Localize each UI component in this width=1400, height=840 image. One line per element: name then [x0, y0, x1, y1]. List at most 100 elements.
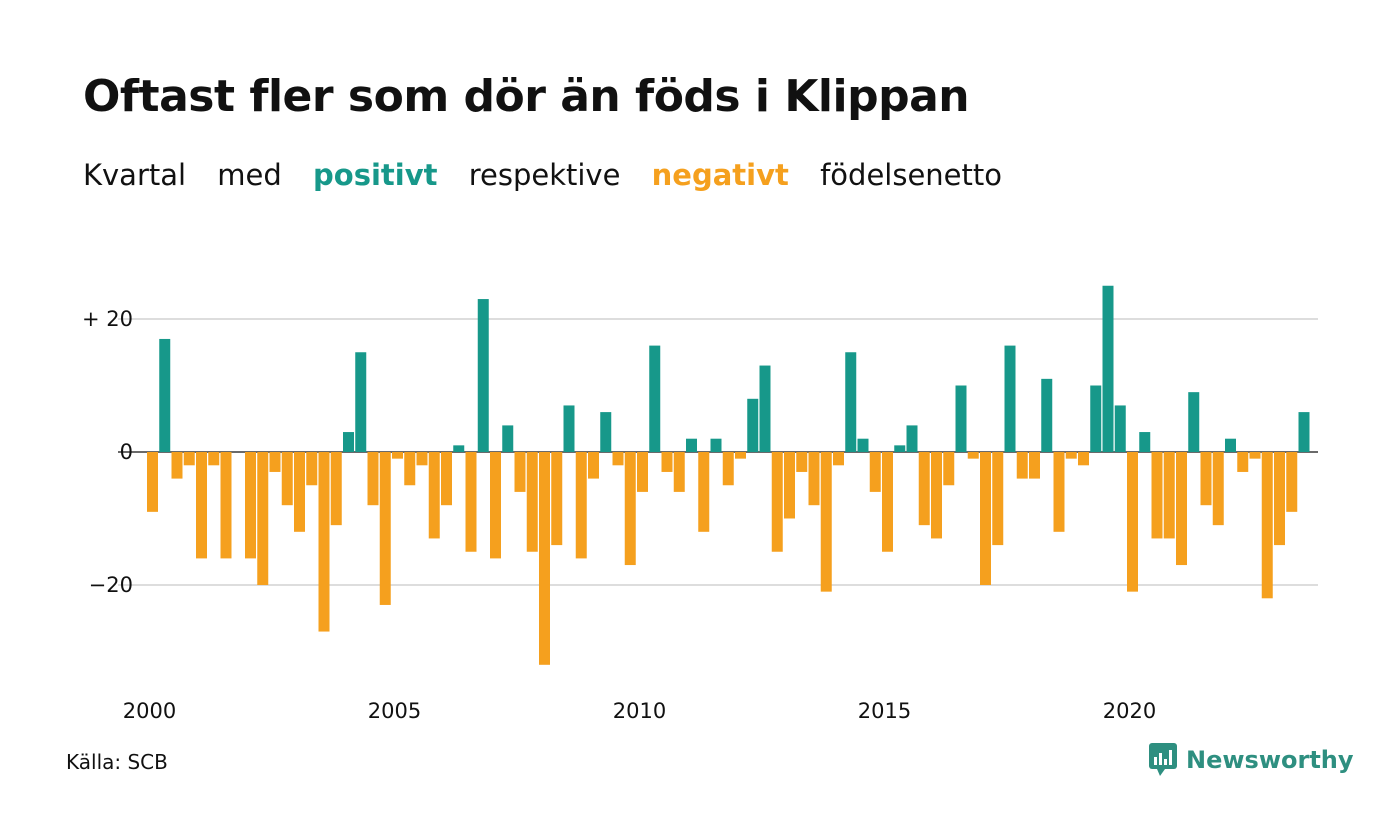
bar: [245, 452, 256, 559]
bar: [147, 452, 158, 512]
source-note: Källa: SCB: [66, 750, 168, 774]
bar: [453, 445, 465, 452]
bar: [428, 452, 440, 539]
bar: [882, 452, 893, 552]
brand-logo: Newsworthy: [1148, 742, 1354, 778]
bar: [159, 338, 171, 452]
bar: [220, 452, 232, 559]
bar: [355, 352, 367, 452]
bar: [1274, 452, 1285, 546]
bar: [294, 452, 305, 532]
bar: [992, 452, 1004, 546]
bar-chart: + 20 0 −20 2000 2005 2010 2015 2020: [82, 285, 1318, 723]
bar: [1102, 285, 1114, 452]
bar: [735, 452, 746, 459]
bar: [1249, 452, 1261, 459]
bar: [833, 452, 844, 466]
bar: [257, 452, 269, 585]
bar: [931, 452, 942, 539]
bar: [943, 452, 955, 486]
bar: [1127, 452, 1138, 592]
bar: [330, 452, 342, 526]
bar: [404, 452, 416, 486]
subtitle-text-med: med: [217, 158, 282, 192]
bar: [649, 345, 661, 452]
bar: [183, 452, 195, 466]
bar: [698, 452, 710, 532]
bar: [673, 452, 685, 492]
chart-subtitle: Kvartal med positivt respektive negativt…: [83, 158, 1024, 193]
bar: [1078, 452, 1089, 466]
bar: [490, 452, 501, 559]
bar: [477, 299, 489, 452]
bar: [1029, 452, 1040, 479]
bar: [967, 452, 979, 459]
bar: [281, 452, 293, 506]
bar: [710, 438, 722, 452]
bar: [318, 452, 330, 632]
bar: [1286, 452, 1298, 512]
bar: [980, 452, 991, 585]
subtitle-negative-label: negativt: [651, 158, 789, 192]
bar: [343, 432, 354, 452]
bar: [906, 425, 918, 452]
bar: [771, 452, 783, 552]
x-tick-label: 2020: [1103, 699, 1156, 723]
bar: [588, 452, 599, 479]
bar: [612, 452, 624, 466]
bar: [918, 452, 930, 526]
bar: [686, 438, 697, 452]
bar: [808, 452, 820, 506]
newsworthy-logo-icon: [1149, 743, 1177, 776]
bar: [869, 452, 881, 492]
bar: [722, 452, 734, 486]
bar: [392, 452, 403, 459]
bar: [1298, 412, 1310, 452]
x-tick-label: 2005: [368, 699, 421, 723]
bar: [820, 452, 832, 592]
y-tick-label: 0: [120, 440, 133, 464]
x-tick-label: 2000: [123, 699, 176, 723]
bar: [171, 452, 183, 479]
bar: [1151, 452, 1163, 539]
bar: [1176, 452, 1187, 566]
bar: [502, 425, 514, 452]
bar: [1004, 345, 1016, 452]
bar: [1261, 452, 1273, 599]
bar: [747, 398, 759, 452]
bar: [600, 412, 612, 452]
bar: [661, 452, 673, 472]
bar: [306, 452, 318, 486]
y-axis-ticks: + 20 0 −20: [82, 307, 133, 597]
bar: [784, 452, 795, 519]
bar: [894, 445, 906, 452]
bar: [1090, 385, 1102, 452]
bar: [539, 452, 550, 665]
bar: [465, 452, 477, 552]
bar: [208, 452, 220, 466]
bar: [526, 452, 538, 552]
bar: [1114, 405, 1126, 452]
subtitle-positive-label: positivt: [313, 158, 438, 192]
subtitle-text-kvartal: Kvartal: [83, 158, 187, 192]
bar: [1016, 452, 1028, 479]
bar: [575, 452, 587, 559]
bar: [514, 452, 526, 492]
subtitle-text-fodelsenetto: födelsenetto: [820, 158, 1002, 192]
bar: [1065, 452, 1077, 459]
bar: [759, 365, 771, 452]
bar: [1200, 452, 1212, 506]
brand-name: Newsworthy: [1186, 746, 1354, 774]
bar: [1041, 378, 1053, 452]
bar: [624, 452, 636, 566]
bar-layer: [147, 285, 1310, 665]
bar: [551, 452, 563, 546]
y-tick-label: −20: [89, 573, 133, 597]
bar: [1225, 438, 1236, 452]
chart-title: Oftast fler som dör än föds i Klippan: [83, 71, 970, 122]
bar: [796, 452, 808, 472]
bar: [1188, 392, 1200, 452]
bar: [1053, 452, 1065, 532]
bar: [1212, 452, 1224, 526]
bar: [955, 385, 967, 452]
